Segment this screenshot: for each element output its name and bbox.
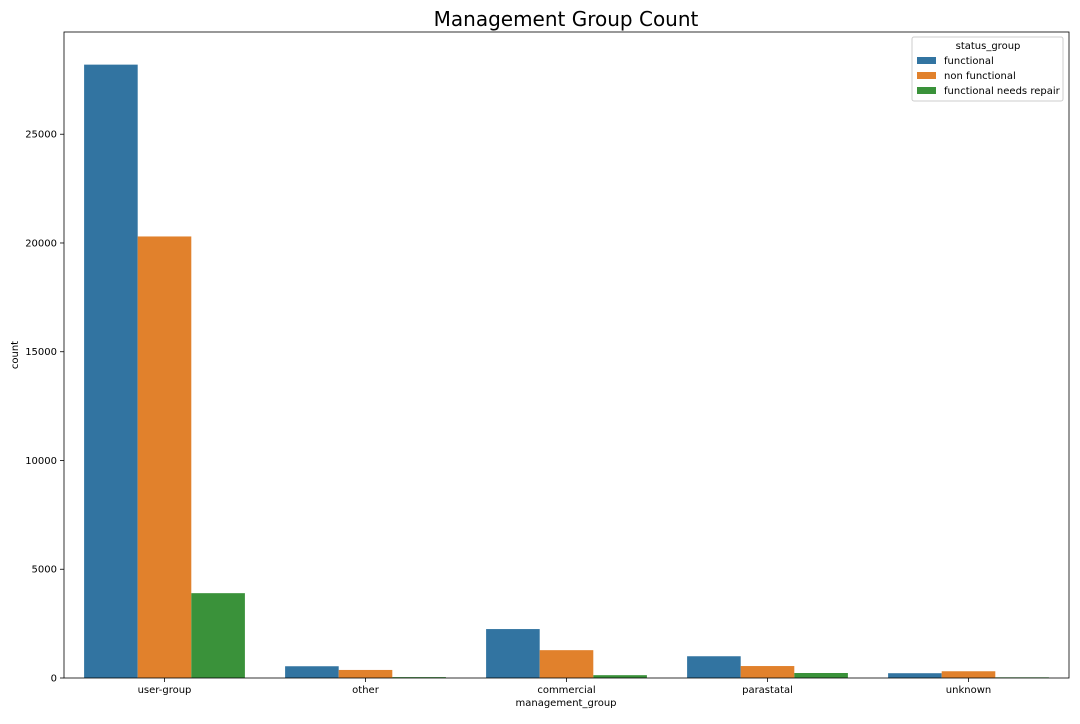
bar-user-group-functional <box>84 64 138 678</box>
x-tick-label: other <box>352 685 380 696</box>
bars-layer <box>84 64 1049 678</box>
x-tick-label: parastatal <box>742 685 793 696</box>
bar-parastatal-non-functional <box>740 666 795 678</box>
bar-user-group-non-functional <box>137 236 192 678</box>
bar-other-non-functional <box>338 669 393 678</box>
y-tick-label: 20000 <box>25 238 57 249</box>
bar-parastatal-functional <box>687 656 741 678</box>
x-tick-label: unknown <box>946 685 991 696</box>
x-axis: user-group other commercial parastatal unkno… <box>138 678 991 696</box>
x-axis-label: management_group <box>515 698 616 709</box>
y-axis-label: count <box>10 341 21 369</box>
bar-commercial-functional <box>486 629 540 678</box>
legend-title: status_group <box>956 41 1021 52</box>
bar-user-group-functional-needs-repair <box>191 593 245 678</box>
y-tick-label: 25000 <box>25 130 57 141</box>
bar-other-functional <box>285 666 339 678</box>
legend-label: functional <box>944 56 994 67</box>
legend-swatch <box>917 72 936 79</box>
y-tick-label: 15000 <box>25 347 57 358</box>
bar-unknown-non-functional <box>941 671 996 678</box>
x-tick-label: user-group <box>138 685 192 696</box>
bar-commercial-functional-needs-repair <box>593 675 647 678</box>
legend-swatch <box>917 57 936 64</box>
y-tick-label: 10000 <box>25 456 57 467</box>
y-tick-label: 0 <box>51 674 57 685</box>
chart-title: Management Group Count <box>434 7 699 31</box>
y-tick-label: 5000 <box>32 565 57 576</box>
bar-commercial-non-functional <box>539 650 594 678</box>
legend-swatch <box>917 87 936 94</box>
legend-frame <box>911 36 1064 102</box>
bar-parastatal-functional-needs-repair <box>794 673 848 678</box>
legend-entries: functional non functional functional needs… <box>917 56 1061 97</box>
x-tick-label: commercial <box>537 685 595 696</box>
bar-unknown-functional <box>888 673 942 678</box>
legend-label: functional needs repair <box>944 86 1061 97</box>
plot-frame <box>63 31 1070 679</box>
legend-label: non functional <box>944 71 1016 82</box>
y-axis: 0 5000 10000 15000 20000 25000 <box>25 130 64 685</box>
bar-other-functional-needs-repair <box>392 677 446 678</box>
